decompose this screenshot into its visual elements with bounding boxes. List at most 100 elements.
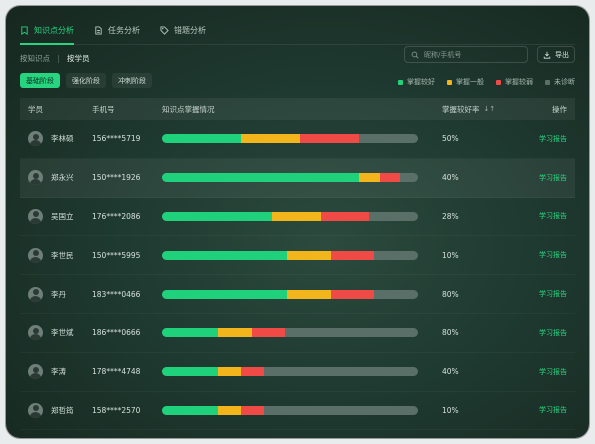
tab-error-analysis[interactable]: 错题分析	[160, 16, 206, 44]
tab-bar: 知识点分析 任务分析 错题分析	[20, 16, 575, 45]
table-row: 郑哲筠 158****2570 10% 学习报告	[20, 392, 575, 431]
cell-student: 李涛	[20, 364, 92, 380]
legend-item-bad: 掌握较弱	[496, 77, 533, 87]
legend-item-good: 掌握较好	[398, 77, 435, 87]
legend-swatch	[398, 79, 403, 85]
cell-phone: 178****4748	[92, 367, 141, 377]
avatar	[28, 286, 43, 302]
download-icon	[543, 51, 551, 59]
student-name: 李丹	[51, 289, 66, 299]
student-info: 郑永兴	[28, 170, 92, 186]
segment-bad	[330, 250, 375, 260]
segment-bad	[241, 405, 265, 415]
app-window: 知识点分析 任务分析 错题分析 按知识点 按学员 昵称/手机号 导出 基础阶段 …	[6, 6, 589, 438]
cell-rate: 40%	[442, 173, 459, 183]
cell-phone: 176****2086	[92, 211, 141, 221]
avatar	[28, 402, 43, 418]
phase-intensive-button[interactable]: 强化阶段	[66, 73, 106, 88]
header-rate[interactable]: 掌握较好率 ↓↑	[442, 104, 522, 115]
segment-bad	[330, 289, 375, 299]
segment-mid	[287, 289, 331, 299]
tab-label: 任务分析	[108, 25, 140, 35]
phase-sprint-button[interactable]: 冲刺阶段	[112, 73, 152, 88]
document-icon	[95, 25, 102, 35]
cell-phone: 150****5995	[92, 250, 141, 260]
phase-basic-button[interactable]: 基础阶段	[20, 73, 60, 88]
cell-action: 学习报告	[522, 328, 575, 338]
avatar	[28, 208, 43, 224]
study-report-link[interactable]: 学习报告	[539, 134, 567, 143]
mastery-bar	[162, 250, 418, 260]
cell-phone: 156****5719	[92, 134, 141, 144]
view-switch: 按知识点 按学员	[20, 53, 90, 64]
legend: 掌握较好 掌握一般 掌握较弱 未诊断	[398, 77, 575, 87]
legend-label: 未诊断	[554, 78, 575, 86]
study-report-link[interactable]: 学习报告	[539, 212, 567, 221]
tab-task-analysis[interactable]: 任务分析	[94, 16, 140, 44]
student-info: 李世民	[28, 247, 92, 263]
tab-knowledge-analysis[interactable]: 知识点分析	[20, 16, 74, 45]
cell-student: 李世斌	[20, 325, 92, 341]
segment-bad	[300, 134, 360, 144]
header-mastery: 知识点掌握情况	[162, 104, 215, 114]
cell-student: 李丹	[20, 286, 92, 302]
mastery-bar	[162, 211, 418, 221]
cell-student: 李林硕	[20, 131, 92, 147]
avatar	[28, 247, 43, 263]
segment-good	[162, 173, 360, 183]
legend-label: 掌握一般	[456, 78, 484, 86]
cell-action: 学习报告	[522, 405, 575, 415]
segment-mid	[241, 134, 301, 144]
mastery-bar	[162, 134, 418, 144]
segment-bad	[241, 367, 265, 377]
legend-swatch	[447, 79, 452, 85]
study-report-link[interactable]: 学习报告	[539, 173, 567, 182]
cell-phone: 150****1926	[92, 173, 141, 183]
student-name: 郑永兴	[51, 173, 74, 183]
cell-action: 学习报告	[522, 173, 575, 183]
segment-mid	[218, 367, 242, 377]
cell-mastery	[162, 173, 442, 183]
legend-item-undiagnosed: 未诊断	[545, 77, 575, 87]
by-student-link[interactable]: 按学员	[67, 54, 90, 63]
segment-bad	[251, 328, 285, 338]
study-report-link[interactable]: 学习报告	[539, 406, 567, 415]
student-name: 李世民	[51, 250, 74, 260]
cell-action: 学习报告	[522, 250, 575, 260]
mastery-bar	[162, 367, 418, 377]
segment-mid	[218, 405, 242, 415]
cell-mastery	[162, 211, 442, 221]
cell-student: 吴国立	[20, 208, 92, 224]
study-report-link[interactable]: 学习报告	[539, 290, 567, 299]
segment-mid	[218, 328, 252, 338]
cell-rate: 40%	[442, 367, 459, 377]
search-input[interactable]: 昵称/手机号	[404, 46, 528, 63]
export-button[interactable]: 导出	[537, 46, 575, 63]
header-phone: 手机号	[92, 104, 115, 114]
student-info: 李林硕	[28, 131, 92, 147]
legend-swatch	[545, 79, 550, 85]
cell-rate: 80%	[442, 289, 459, 299]
cell-mastery	[162, 250, 442, 260]
study-report-link[interactable]: 学习报告	[539, 367, 567, 376]
cell-student: 郑永兴	[20, 170, 92, 186]
student-info: 李世斌	[28, 325, 92, 341]
phase-filter: 基础阶段 强化阶段 冲刺阶段	[20, 73, 152, 88]
table-row: 郑永兴 150****1926 40% 学习报告	[20, 158, 575, 198]
legend-label: 掌握较好	[407, 78, 435, 86]
by-knowledge-link[interactable]: 按知识点	[20, 54, 50, 63]
cell-mastery	[162, 289, 442, 299]
header-rate-label: 掌握较好率	[442, 104, 480, 114]
study-report-link[interactable]: 学习报告	[539, 328, 567, 337]
sort-icon[interactable]: ↓↑	[483, 105, 496, 113]
table-body: 李林硕 156****5719 50% 学习报告 郑永兴 150****1926	[20, 120, 575, 431]
cell-phone: 186****0666	[92, 328, 141, 338]
cell-action: 学习报告	[522, 211, 575, 221]
tab-label: 错题分析	[174, 25, 206, 35]
study-report-link[interactable]: 学习报告	[539, 251, 567, 260]
cell-mastery	[162, 134, 442, 144]
cell-action: 学习报告	[522, 367, 575, 377]
segment-good	[162, 211, 273, 221]
segment-mid	[272, 211, 321, 221]
student-info: 李涛	[28, 364, 92, 380]
